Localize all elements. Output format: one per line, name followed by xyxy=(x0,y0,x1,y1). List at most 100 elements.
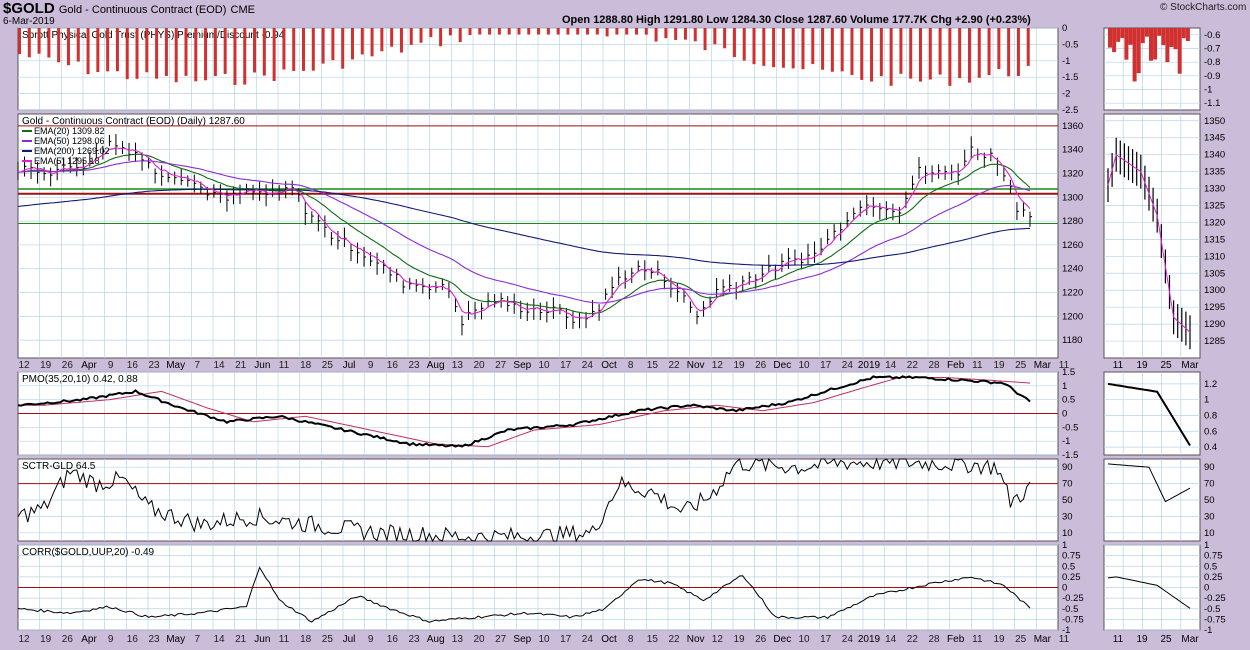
zoom-premium-bar xyxy=(1112,28,1117,53)
premium-bar xyxy=(253,28,257,73)
zoom-premium-bar xyxy=(1132,28,1137,82)
x-tick-label: 18 xyxy=(300,360,312,371)
x-tick-label: Oct xyxy=(601,634,617,645)
premium-bar xyxy=(145,28,149,73)
zoom3-ytick: 50 xyxy=(1204,495,1215,506)
panel0-ytick: -2.5 xyxy=(1062,105,1078,116)
x-tick-label: Aug xyxy=(427,634,445,645)
premium-bar xyxy=(321,28,325,64)
x-tick-label: Nov xyxy=(687,360,705,371)
panel4-line xyxy=(17,566,1031,623)
x-tick-label: 21 xyxy=(235,360,247,371)
panel2-ytick: 1 xyxy=(1062,381,1067,392)
zoom-premium-bar xyxy=(1108,28,1112,48)
zoom-premium-bar xyxy=(1181,28,1186,39)
premium-bar xyxy=(742,28,746,61)
panel4-ytick: -0.75 xyxy=(1062,614,1084,625)
premium-bar xyxy=(458,28,462,43)
x-tick-label: 16 xyxy=(387,634,399,645)
panel4-ytick: -1 xyxy=(1062,625,1070,636)
x-tick-label: 22 xyxy=(668,634,680,645)
x-tick-label: 9 xyxy=(108,634,114,645)
panel2-ytick: -1 xyxy=(1062,436,1070,447)
premium-bar xyxy=(683,28,687,40)
x-tick-label: 10 xyxy=(538,634,550,645)
panel1-ytick: 1220 xyxy=(1062,288,1083,299)
premium-bar xyxy=(331,28,335,61)
panel1-ytick: 1340 xyxy=(1062,145,1083,156)
x-tick-label: 19 xyxy=(993,634,1005,645)
premium-bar xyxy=(350,28,354,60)
panel0-ytick: -1 xyxy=(1062,56,1070,67)
x-tick-label: Feb xyxy=(947,360,965,371)
panel1-ytick: 1200 xyxy=(1062,311,1083,322)
x-tick-label: 13 xyxy=(452,360,464,371)
premium-bar xyxy=(556,28,560,35)
zoom-premium-bar xyxy=(1177,28,1182,74)
premium-bar xyxy=(76,28,80,62)
x-tick-label: May xyxy=(166,634,185,645)
zoom1-ytick: 1315 xyxy=(1204,234,1225,245)
premium-bar xyxy=(860,28,864,80)
premium-bar xyxy=(488,28,492,35)
ema200-line xyxy=(17,188,1031,266)
zoom3-ytick: 10 xyxy=(1204,528,1215,539)
panel3-ytick: 50 xyxy=(1062,495,1073,506)
x-tick-label: 11 xyxy=(279,360,290,371)
premium-bar xyxy=(439,28,443,47)
zoom1-ytick: 1335 xyxy=(1204,167,1225,178)
x-tick-label: 2019 xyxy=(858,360,881,371)
premium-bar xyxy=(341,28,345,69)
x-tick-label: 17 xyxy=(820,634,832,645)
x-tick-label: 23 xyxy=(408,360,420,371)
zoom2-ytick: 0.4 xyxy=(1204,442,1217,453)
pmo-signal-line xyxy=(18,377,1031,448)
panel0-ytick: -2 xyxy=(1062,89,1070,100)
contract-name: Gold - Continuous Contract (EOD) xyxy=(58,4,227,16)
x-tick-label: 27 xyxy=(495,360,507,371)
premium-bar xyxy=(752,28,756,65)
x-tick-label: 28 xyxy=(928,360,940,371)
zoom0-ytick: -1.1 xyxy=(1204,98,1220,109)
premium-bar xyxy=(311,28,315,71)
premium-bar xyxy=(164,28,168,76)
zoom-premium-bar xyxy=(1128,28,1133,45)
premium-bar xyxy=(478,28,482,35)
x-tick-label: 19 xyxy=(733,634,745,645)
x-tick-label: 8 xyxy=(628,634,634,645)
premium-bar xyxy=(174,28,178,83)
x-tick-label: 25 xyxy=(322,360,334,371)
legend-ema20: EMA(20) 1309.82 xyxy=(34,126,105,136)
premium-bar xyxy=(47,28,51,58)
x-tick-label: 11 xyxy=(972,360,983,371)
x-tick-label: 23 xyxy=(148,634,160,645)
x-tick-label: Jul xyxy=(343,360,356,371)
premium-bar xyxy=(928,28,932,80)
zoom4-ytick: -0.25 xyxy=(1204,593,1226,604)
x-tick-label: 11 xyxy=(1059,634,1070,645)
x-tick-label: 24 xyxy=(582,634,594,645)
panel0-ytick: -0.5 xyxy=(1062,39,1078,50)
zoom0-ytick: -1 xyxy=(1204,85,1212,96)
x-tick-label: Nov xyxy=(687,634,705,645)
x-tick-label: 19 xyxy=(733,360,745,371)
premium-bar xyxy=(106,28,110,72)
premium-bar xyxy=(850,28,854,75)
zoom-premium-bar xyxy=(1120,28,1125,39)
x-tick-label: 26 xyxy=(755,360,767,371)
zoom0-ytick: -0.9 xyxy=(1204,71,1220,82)
x-tick-label: 22 xyxy=(907,360,919,371)
zoom3-ytick: 90 xyxy=(1204,462,1215,473)
premium-bar xyxy=(546,28,550,35)
zoom2-ytick: 0.6 xyxy=(1204,426,1217,437)
x-tick-label: Feb xyxy=(947,634,965,645)
premium-bar xyxy=(811,28,815,65)
zoom1-ytick: 1295 xyxy=(1204,302,1225,313)
panel1-title: Gold - Continuous Contract (EOD) (Daily)… xyxy=(22,116,245,127)
zoom1-ytick: 1330 xyxy=(1204,184,1225,195)
panel3-ytick: 70 xyxy=(1062,479,1073,490)
zoom0-ytick: -0.6 xyxy=(1204,30,1220,41)
zoom1-ytick: 1290 xyxy=(1204,319,1225,330)
premium-bar xyxy=(781,28,785,68)
